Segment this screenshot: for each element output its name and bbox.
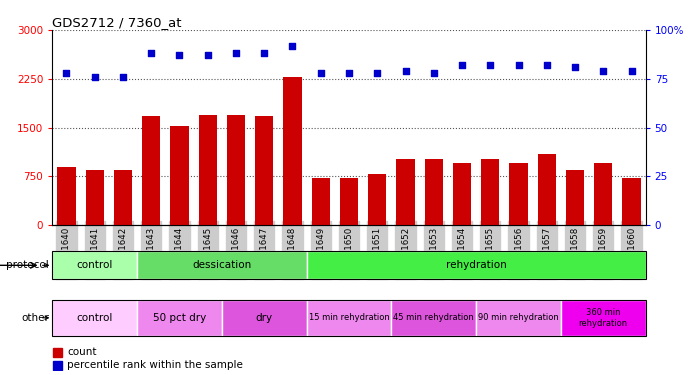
Bar [566, 170, 584, 225]
Bar [198, 114, 217, 225]
Point [315, 70, 327, 76]
Bar [476, 300, 561, 336]
Text: 90 min rehydration: 90 min rehydration [478, 314, 559, 322]
Bar [57, 166, 75, 225]
Point [343, 70, 355, 76]
Point [597, 68, 609, 74]
Bar [311, 178, 330, 225]
Point [626, 68, 637, 74]
Text: protocol: protocol [6, 260, 49, 270]
Bar [255, 116, 274, 225]
Point [287, 43, 298, 49]
Bar [424, 159, 443, 225]
Point [117, 74, 128, 80]
Bar [53, 348, 62, 357]
Point [484, 62, 496, 68]
Text: percentile rank within the sample: percentile rank within the sample [67, 360, 243, 370]
Text: control: control [77, 260, 113, 270]
Bar [170, 126, 188, 225]
Bar [53, 361, 62, 370]
Bar [561, 300, 646, 336]
Point [541, 62, 552, 68]
Bar [396, 159, 415, 225]
Point [146, 50, 157, 56]
Text: control: control [77, 313, 113, 323]
Bar [537, 153, 556, 225]
Bar [392, 300, 476, 336]
Text: dessication: dessication [192, 260, 251, 270]
Text: 50 pct dry: 50 pct dry [153, 313, 206, 323]
Text: GDS2712 / 7360_at: GDS2712 / 7360_at [52, 16, 182, 29]
Point [371, 70, 383, 76]
Bar [52, 300, 137, 336]
Point [230, 50, 242, 56]
Point [61, 70, 72, 76]
Point [259, 50, 270, 56]
Text: other: other [21, 313, 49, 323]
Point [513, 62, 524, 68]
Bar [227, 114, 245, 225]
Bar [86, 170, 104, 225]
Bar [137, 251, 306, 279]
Bar [222, 300, 306, 336]
Bar [453, 163, 471, 225]
Text: 360 min
rehydration: 360 min rehydration [579, 308, 628, 327]
Text: count: count [67, 347, 97, 357]
Bar [142, 116, 161, 225]
Bar [137, 300, 222, 336]
Text: 45 min rehydration: 45 min rehydration [394, 314, 474, 322]
Bar [306, 300, 392, 336]
Point [428, 70, 439, 76]
Text: 15 min rehydration: 15 min rehydration [309, 314, 389, 322]
Bar [306, 251, 646, 279]
Point [89, 74, 101, 80]
Bar [481, 159, 500, 225]
Bar [114, 170, 132, 225]
Point [456, 62, 468, 68]
Bar [510, 163, 528, 225]
Bar [340, 178, 358, 225]
Bar [623, 178, 641, 225]
Bar [594, 163, 612, 225]
Bar [283, 77, 302, 225]
Bar [52, 251, 137, 279]
Point [174, 53, 185, 58]
Text: dry: dry [255, 313, 273, 323]
Point [400, 68, 411, 74]
Text: rehydration: rehydration [446, 260, 507, 270]
Point [570, 64, 581, 70]
Bar [368, 174, 387, 225]
Point [202, 53, 214, 58]
